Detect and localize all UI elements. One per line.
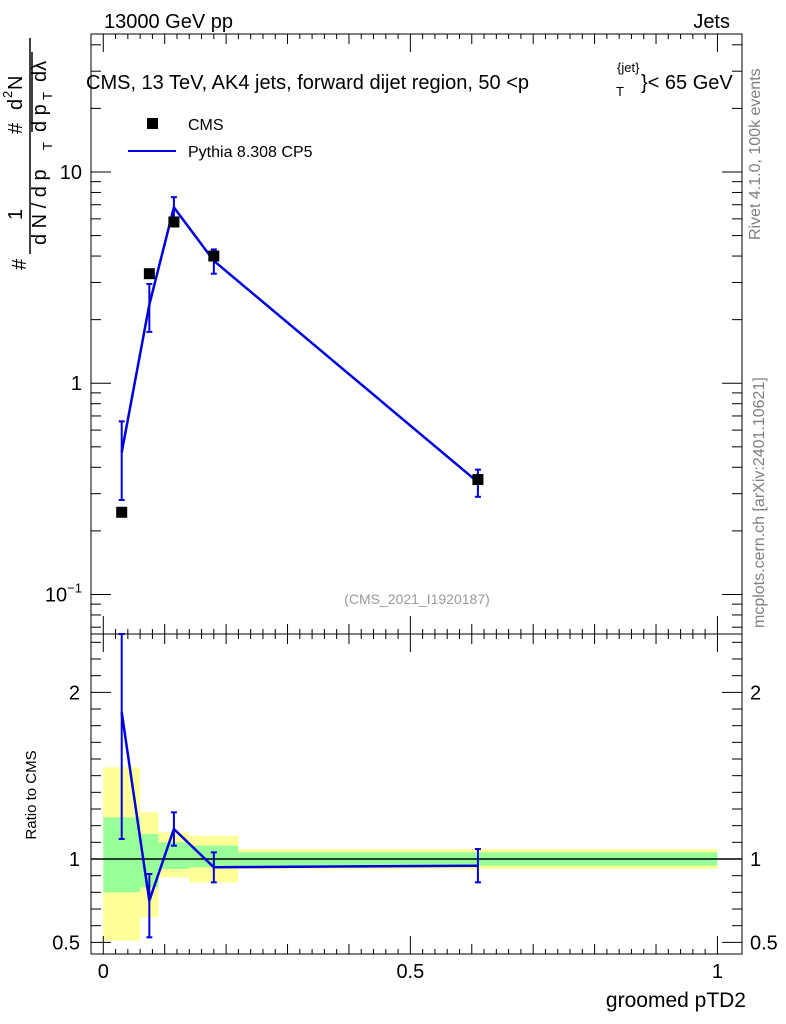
title-main: CMS, 13 TeV, AK4 jets, forward dijet reg…	[86, 72, 529, 94]
cms-data-point-3	[208, 250, 220, 262]
x-axis-label: groomed pTD2	[606, 989, 746, 1012]
main-y-tick-label-0: 10−1	[45, 580, 82, 606]
ratio-y-tick-label-left-1: 1	[69, 849, 80, 871]
ratio-y-axis-label: Ratio to CMS	[23, 750, 40, 839]
ylabel-hash-1: #	[9, 258, 31, 270]
pythia-main-line	[120, 204, 479, 484]
x-tick-label-0: 0	[98, 961, 109, 983]
jets-label: Jets	[693, 11, 730, 33]
legend-cms-label: CMS	[188, 117, 224, 134]
ratio-y-tick-label-left-2: 2	[69, 682, 80, 704]
ratio-uncertainty-bands	[91, 767, 742, 941]
ylabel-n: N	[5, 76, 27, 90]
ratio-plot-frame	[90, 633, 743, 955]
ylabel-dn-dpt-sub: T	[40, 142, 55, 150]
ylabel-one: 1	[5, 209, 27, 220]
cms-data-point-0	[116, 506, 128, 518]
cms-data-point-1	[143, 268, 155, 280]
title-end: }< 65 GeV	[641, 72, 733, 94]
main-y-axis-label: # 1 d N / d p T # d 2 N d p T dλ	[0, 38, 55, 270]
rivet-version-label: Rivet 4.1.0, 100k events	[747, 68, 764, 240]
legend-cms-marker	[147, 118, 158, 129]
ratio-y-tick-label-right-0: 0.5	[750, 932, 778, 954]
ylabel-dpt-sub: T	[40, 92, 55, 100]
ylabel-dn-dpt: d N / d p	[29, 169, 51, 245]
legend-pythia-label: Pythia 8.308 CP5	[188, 144, 313, 161]
cms-data-point-2	[168, 216, 180, 228]
title-sub: T	[616, 84, 624, 99]
mcplots-label: mcplots.cern.ch [arXiv:2401.10621]	[751, 377, 768, 628]
data-series	[116, 196, 484, 939]
ylabel-hash-2: #	[5, 122, 27, 134]
x-tick-label-2: 1	[712, 961, 723, 983]
ylabel-sup-2: 2	[0, 91, 15, 98]
ylabel-dlambda: dλ	[29, 61, 51, 82]
title-sup: {jet}	[617, 60, 640, 75]
ratio-y-tick-label-left-0: 0.5	[52, 932, 80, 954]
analysis-watermark: (CMS_2021_I1920187)	[344, 591, 490, 607]
axis-ticks: 0 0.5 1 10−1 1 10 0.5 0.5 1 1 2 2	[45, 34, 778, 983]
cms-data-point-4	[472, 474, 484, 486]
ylabel-dpt: d p	[29, 104, 51, 132]
ylabel-d: d	[5, 99, 27, 110]
ratio-y-tick-label-right-1: 1	[750, 849, 761, 871]
legend: CMS Pythia 8.308 CP5	[128, 117, 313, 161]
chart-title: CMS, 13 TeV, AK4 jets, forward dijet reg…	[86, 60, 733, 99]
main-y-tick-label-2: 10	[60, 162, 82, 184]
energy-label: 13000 GeV pp	[104, 11, 233, 33]
main-y-tick-label-1: 1	[71, 373, 82, 395]
ratio-y-tick-label-right-2: 2	[750, 682, 761, 704]
x-tick-label-1: 0.5	[396, 961, 424, 983]
